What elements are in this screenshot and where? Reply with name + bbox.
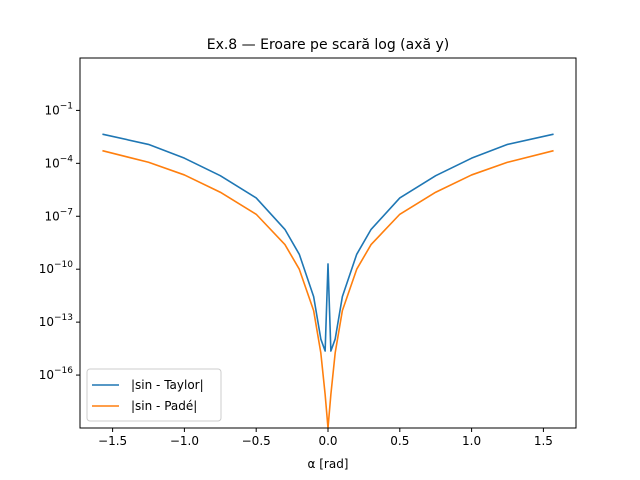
x-axis-ticks: −1.5 −1.0 −0.5 0.0 0.5 1.0 1.5 bbox=[98, 428, 553, 448]
x-tick-label: 1.0 bbox=[462, 434, 481, 448]
chart-title: Ex.8 — Eroare pe scară log (axă y) bbox=[207, 37, 450, 53]
y-tick-label: 10−13 bbox=[39, 313, 73, 329]
y-tick-label: 10−4 bbox=[44, 154, 73, 170]
x-tick-label: 0.0 bbox=[318, 434, 337, 448]
y-tick-label: 10−16 bbox=[39, 366, 74, 382]
x-tick-label: −1.0 bbox=[170, 434, 199, 448]
series-line-2 bbox=[102, 149, 554, 428]
legend: |sin - Taylor| |sin - Padé| bbox=[86, 368, 222, 422]
y-tick-label: 10−7 bbox=[44, 207, 73, 223]
x-tick-label: −1.5 bbox=[98, 434, 127, 448]
y-tick-label: 10−10 bbox=[39, 260, 74, 276]
series-lines bbox=[102, 133, 554, 428]
legend-box bbox=[86, 368, 222, 422]
plot-area-frame bbox=[79, 57, 577, 429]
y-tick-label: 10−1 bbox=[44, 101, 73, 117]
x-tick-label: 0.5 bbox=[390, 434, 409, 448]
legend-label-1: |sin - Taylor| bbox=[131, 378, 204, 392]
series-line-1 bbox=[102, 133, 554, 352]
x-tick-label: 1.5 bbox=[534, 434, 553, 448]
y-axis-ticks: 10−1 10−4 10−7 10−10 10−13 10−16 bbox=[39, 101, 80, 382]
x-axis-label: α [rad] bbox=[308, 457, 349, 471]
legend-label-2: |sin - Padé| bbox=[131, 399, 197, 413]
x-tick-label: −0.5 bbox=[242, 434, 271, 448]
